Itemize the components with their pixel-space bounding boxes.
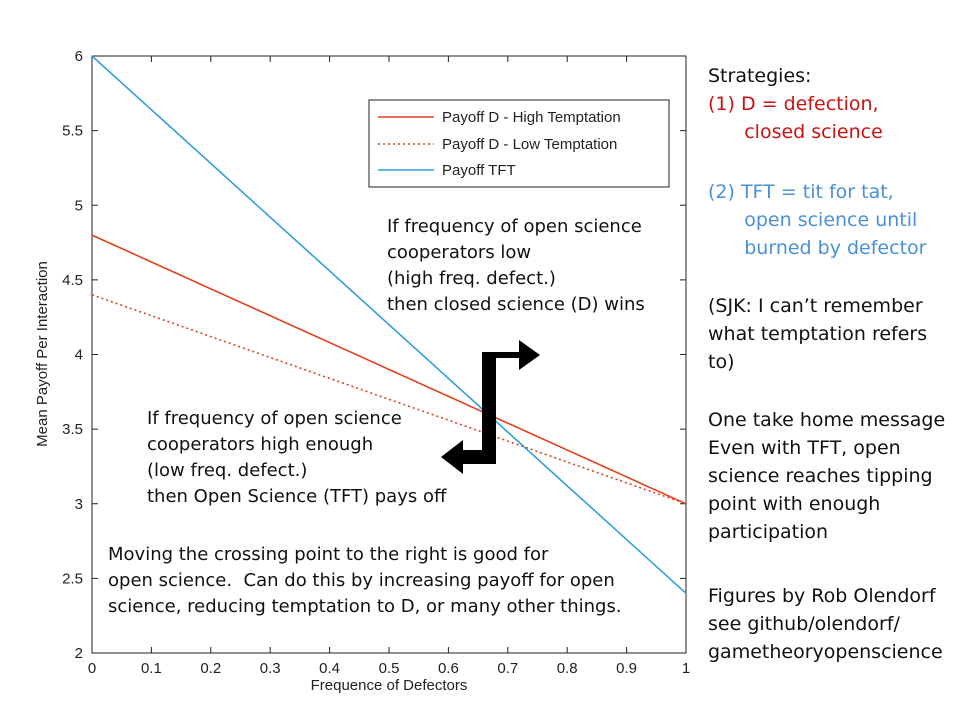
y-tick-label: 3.5	[62, 421, 83, 438]
x-tick-label: 0.5	[379, 660, 400, 677]
strategy-tft-text: (2) TFT = tit for tat, open science unti…	[708, 181, 927, 259]
y-tick-label: 6	[75, 48, 83, 65]
legend-label-low: Payoff D - Low Temptation	[442, 136, 617, 153]
annotation-bottom: Moving the crossing point to the right i…	[108, 544, 622, 617]
take-home-message: One take home message Even with TFT, ope…	[708, 409, 946, 543]
crossing-arrows	[441, 340, 540, 474]
right-arrow	[482, 340, 540, 409]
legend-label-tft: Payoff TFT	[442, 162, 516, 179]
x-tick-label: 0.6	[438, 660, 459, 677]
x-tick-label: 0.8	[557, 660, 578, 677]
y-tick-label: 5.5	[62, 123, 83, 140]
tick-marks	[91, 55, 687, 654]
x-tick-label: 0	[88, 660, 96, 677]
x-tick-label: 0.1	[141, 660, 162, 677]
x-axis-title: Frequence of Defectors	[311, 677, 468, 694]
tick-labels: 0 0.1 0.2 0.3 0.4 0.5 0.6 0.7 0.8 0.9 1 2 2.5 3 3.5 4 4.…	[62, 48, 690, 677]
y-tick-label: 4	[75, 347, 83, 364]
strategy-d-text: (1) D = defection, closed science	[708, 93, 883, 143]
x-tick-label: 0.7	[497, 660, 518, 677]
x-tick-label: 0.3	[260, 660, 281, 677]
legend: Payoff D - High Temptation Payoff D - Lo…	[368, 99, 670, 188]
x-tick-label: 0.4	[319, 660, 340, 677]
note-text: (SJK: I can’t remember what temptation r…	[708, 295, 928, 373]
annotation-lower: If frequency of open science cooperators…	[147, 408, 447, 507]
x-tick-label: 0.2	[200, 660, 221, 677]
credits-text: Figures by Rob Olendorf see github/olend…	[708, 585, 943, 663]
series-line-d-high-temptation	[91, 234, 687, 505]
series-lines	[91, 55, 687, 594]
series-line-tft	[91, 55, 687, 594]
left-arrow	[441, 409, 496, 474]
y-tick-label: 2.5	[62, 570, 83, 587]
y-axis-title: Mean Payoff Per Interaction	[34, 261, 51, 447]
y-tick-label: 5	[75, 197, 83, 214]
legend-label-high: Payoff D - High Temptation	[442, 109, 621, 126]
strategies-heading: Strategies:	[708, 65, 812, 87]
x-tick-label: 0.9	[616, 660, 637, 677]
annotation-upper: If frequency of open science cooperators…	[387, 216, 645, 315]
y-tick-label: 4.5	[62, 272, 83, 289]
y-tick-label: 3	[75, 496, 83, 513]
x-tick-label: 1	[682, 660, 690, 677]
y-tick-label: 2	[75, 645, 83, 662]
